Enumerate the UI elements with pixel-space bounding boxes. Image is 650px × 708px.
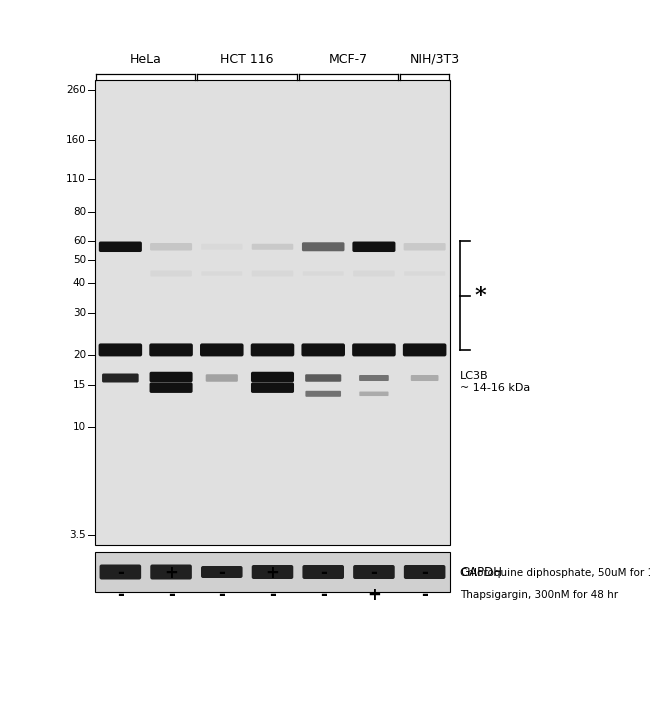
Text: *: * [474, 285, 486, 307]
Text: 15: 15 [73, 379, 86, 389]
FancyBboxPatch shape [352, 241, 395, 252]
Text: NIH/3T3: NIH/3T3 [410, 53, 460, 66]
FancyBboxPatch shape [251, 382, 294, 393]
Text: -: - [421, 586, 428, 604]
Text: 20: 20 [73, 350, 86, 360]
Text: GAPDH: GAPDH [460, 566, 502, 578]
Text: HCT 116: HCT 116 [220, 53, 274, 66]
FancyBboxPatch shape [359, 375, 389, 381]
Text: 10: 10 [73, 421, 86, 432]
FancyBboxPatch shape [201, 566, 242, 578]
FancyBboxPatch shape [150, 382, 192, 393]
FancyBboxPatch shape [202, 271, 242, 275]
Text: 260: 260 [66, 85, 86, 95]
FancyBboxPatch shape [252, 270, 293, 277]
FancyBboxPatch shape [353, 270, 395, 277]
Text: -: - [218, 564, 225, 582]
FancyBboxPatch shape [305, 375, 341, 382]
FancyBboxPatch shape [359, 392, 389, 396]
Text: 80: 80 [73, 207, 86, 217]
Text: ~ 14-16 kDa: ~ 14-16 kDa [460, 383, 530, 393]
Text: 3.5: 3.5 [70, 530, 86, 540]
FancyBboxPatch shape [150, 372, 192, 382]
Text: +: + [367, 586, 381, 604]
FancyBboxPatch shape [200, 343, 244, 356]
Text: -: - [269, 586, 276, 604]
FancyBboxPatch shape [302, 565, 344, 579]
FancyBboxPatch shape [99, 564, 141, 580]
Text: -: - [421, 564, 428, 582]
FancyBboxPatch shape [252, 565, 293, 579]
FancyBboxPatch shape [404, 243, 446, 251]
FancyBboxPatch shape [251, 343, 294, 356]
FancyBboxPatch shape [403, 343, 447, 356]
FancyBboxPatch shape [411, 375, 439, 381]
Text: -: - [117, 586, 124, 604]
Text: -: - [370, 564, 378, 582]
FancyBboxPatch shape [404, 271, 445, 275]
Text: +: + [266, 564, 280, 582]
Bar [95, 80, 450, 545]
FancyBboxPatch shape [302, 242, 344, 251]
FancyBboxPatch shape [99, 241, 142, 252]
FancyBboxPatch shape [99, 343, 142, 356]
Text: -: - [320, 564, 327, 582]
FancyBboxPatch shape [150, 564, 192, 580]
Text: 110: 110 [66, 174, 86, 184]
Text: Chloroquine diphosphate, 50uM for 12 hr: Chloroquine diphosphate, 50uM for 12 hr [460, 568, 650, 578]
FancyBboxPatch shape [150, 270, 192, 277]
FancyBboxPatch shape [102, 374, 138, 382]
Text: -: - [320, 586, 327, 604]
Text: 50: 50 [73, 256, 86, 266]
Text: 40: 40 [73, 278, 86, 288]
Text: 30: 30 [73, 308, 86, 318]
Text: -: - [218, 586, 225, 604]
FancyBboxPatch shape [353, 565, 395, 579]
Text: Thapsigargin, 300nM for 48 hr: Thapsigargin, 300nM for 48 hr [460, 590, 618, 600]
FancyBboxPatch shape [303, 271, 344, 275]
FancyBboxPatch shape [150, 243, 192, 251]
FancyBboxPatch shape [252, 244, 293, 250]
Text: -: - [168, 586, 174, 604]
Text: +: + [164, 564, 178, 582]
FancyBboxPatch shape [302, 343, 345, 356]
FancyBboxPatch shape [306, 391, 341, 396]
Text: -: - [117, 564, 124, 582]
Text: MCF-7: MCF-7 [329, 53, 368, 66]
FancyBboxPatch shape [201, 244, 242, 250]
Text: 160: 160 [66, 135, 86, 145]
Text: LC3B: LC3B [460, 371, 489, 381]
Text: 60: 60 [73, 236, 86, 246]
FancyBboxPatch shape [352, 343, 396, 356]
FancyBboxPatch shape [205, 375, 238, 382]
FancyBboxPatch shape [150, 343, 193, 356]
FancyBboxPatch shape [404, 565, 445, 579]
FancyBboxPatch shape [251, 372, 294, 382]
Text: HeLa: HeLa [130, 53, 162, 66]
Bar [95, 552, 450, 592]
